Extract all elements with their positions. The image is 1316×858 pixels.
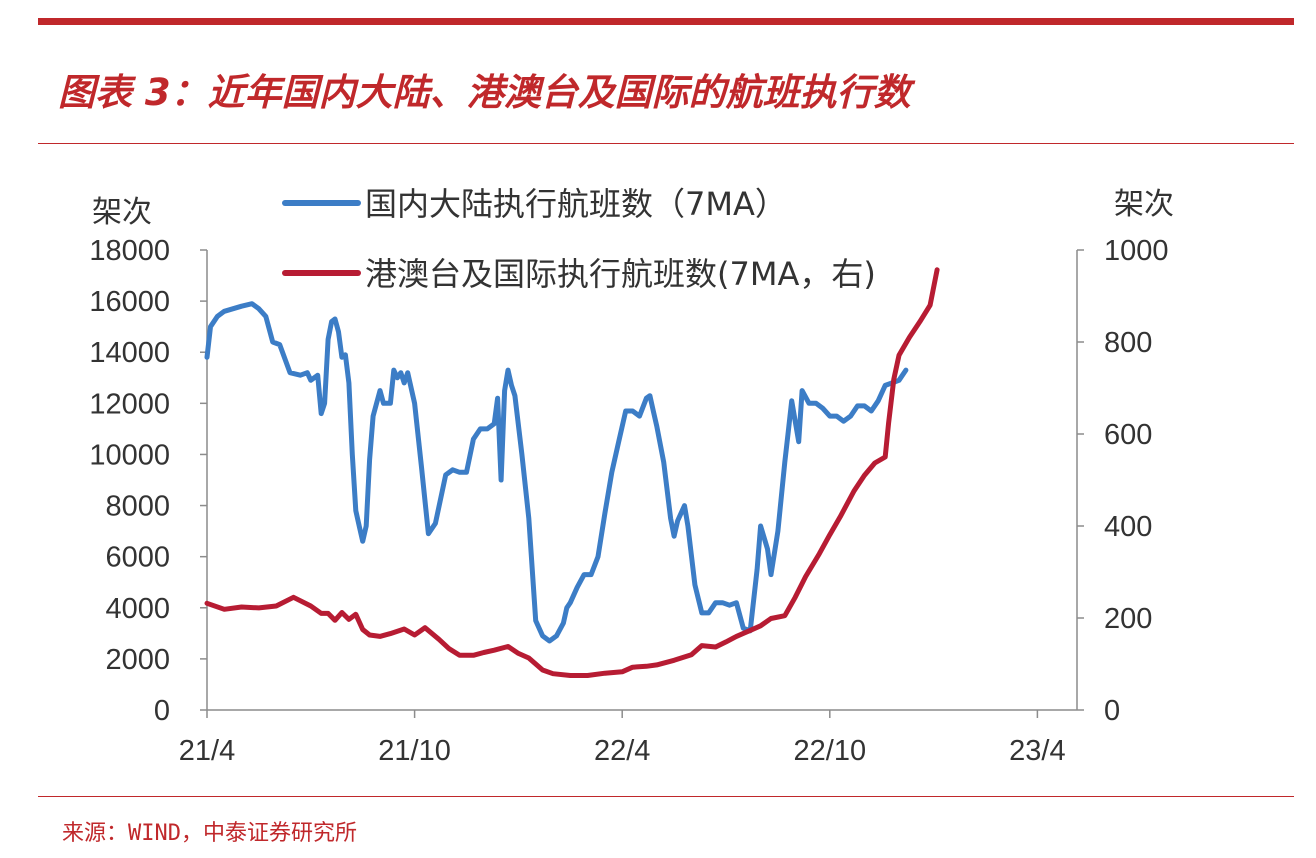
bottom-rule (38, 796, 1294, 797)
y-right-tick-label: 400 (1104, 511, 1152, 543)
source-note: 来源：WIND，中泰证券研究所 (62, 821, 357, 846)
chart-series-lines (204, 267, 940, 678)
chart-axes: 0200040006000800010000120001400016000180… (89, 187, 1174, 767)
y-left-tick-label: 0 (154, 695, 170, 727)
x-tick-label: 23/4 (1009, 735, 1065, 767)
series-line-international (204, 267, 940, 678)
y-left-tick-label: 8000 (105, 491, 170, 523)
x-tick-label: 22/10 (794, 735, 867, 767)
x-tick-label: 22/4 (594, 735, 650, 767)
page-title: 图表 3：近年国内大陆、港澳台及国际的航班执行数 (58, 71, 911, 114)
y-left-tick-label: 18000 (89, 235, 170, 267)
y-left-tick-label: 4000 (105, 593, 170, 625)
x-tick-label: 21/4 (179, 735, 235, 767)
y-left-tick-label: 12000 (89, 388, 170, 420)
y-left-tick-label: 10000 (89, 439, 170, 471)
y-right-tick-label: 200 (1104, 603, 1152, 635)
y-left-tick-label: 14000 (89, 337, 170, 369)
y-right-tick-label: 600 (1104, 419, 1152, 451)
y-right-tick-label: 0 (1104, 695, 1120, 727)
y-right-tick-label: 800 (1104, 327, 1152, 359)
series-line-domestic (204, 301, 909, 644)
y-right-unit-label: 架次 (1114, 187, 1174, 222)
legend-label-international: 港澳台及国际执行航班数(7MA，右) (365, 255, 876, 293)
y-right-tick-label: 1000 (1104, 235, 1169, 267)
y-left-tick-label: 6000 (105, 542, 170, 574)
y-left-tick-label: 2000 (105, 644, 170, 676)
chart-legend: 国内大陆执行航班数（7MA） 港澳台及国际执行航班数(7MA，右) (282, 185, 876, 293)
y-left-tick-label: 16000 (89, 286, 170, 318)
top-rule (38, 18, 1294, 25)
y-left-unit-label: 架次 (92, 195, 152, 230)
x-tick-label: 21/10 (378, 735, 451, 767)
title-rule (38, 143, 1294, 144)
legend-label-domestic: 国内大陆执行航班数（7MA） (365, 185, 787, 223)
